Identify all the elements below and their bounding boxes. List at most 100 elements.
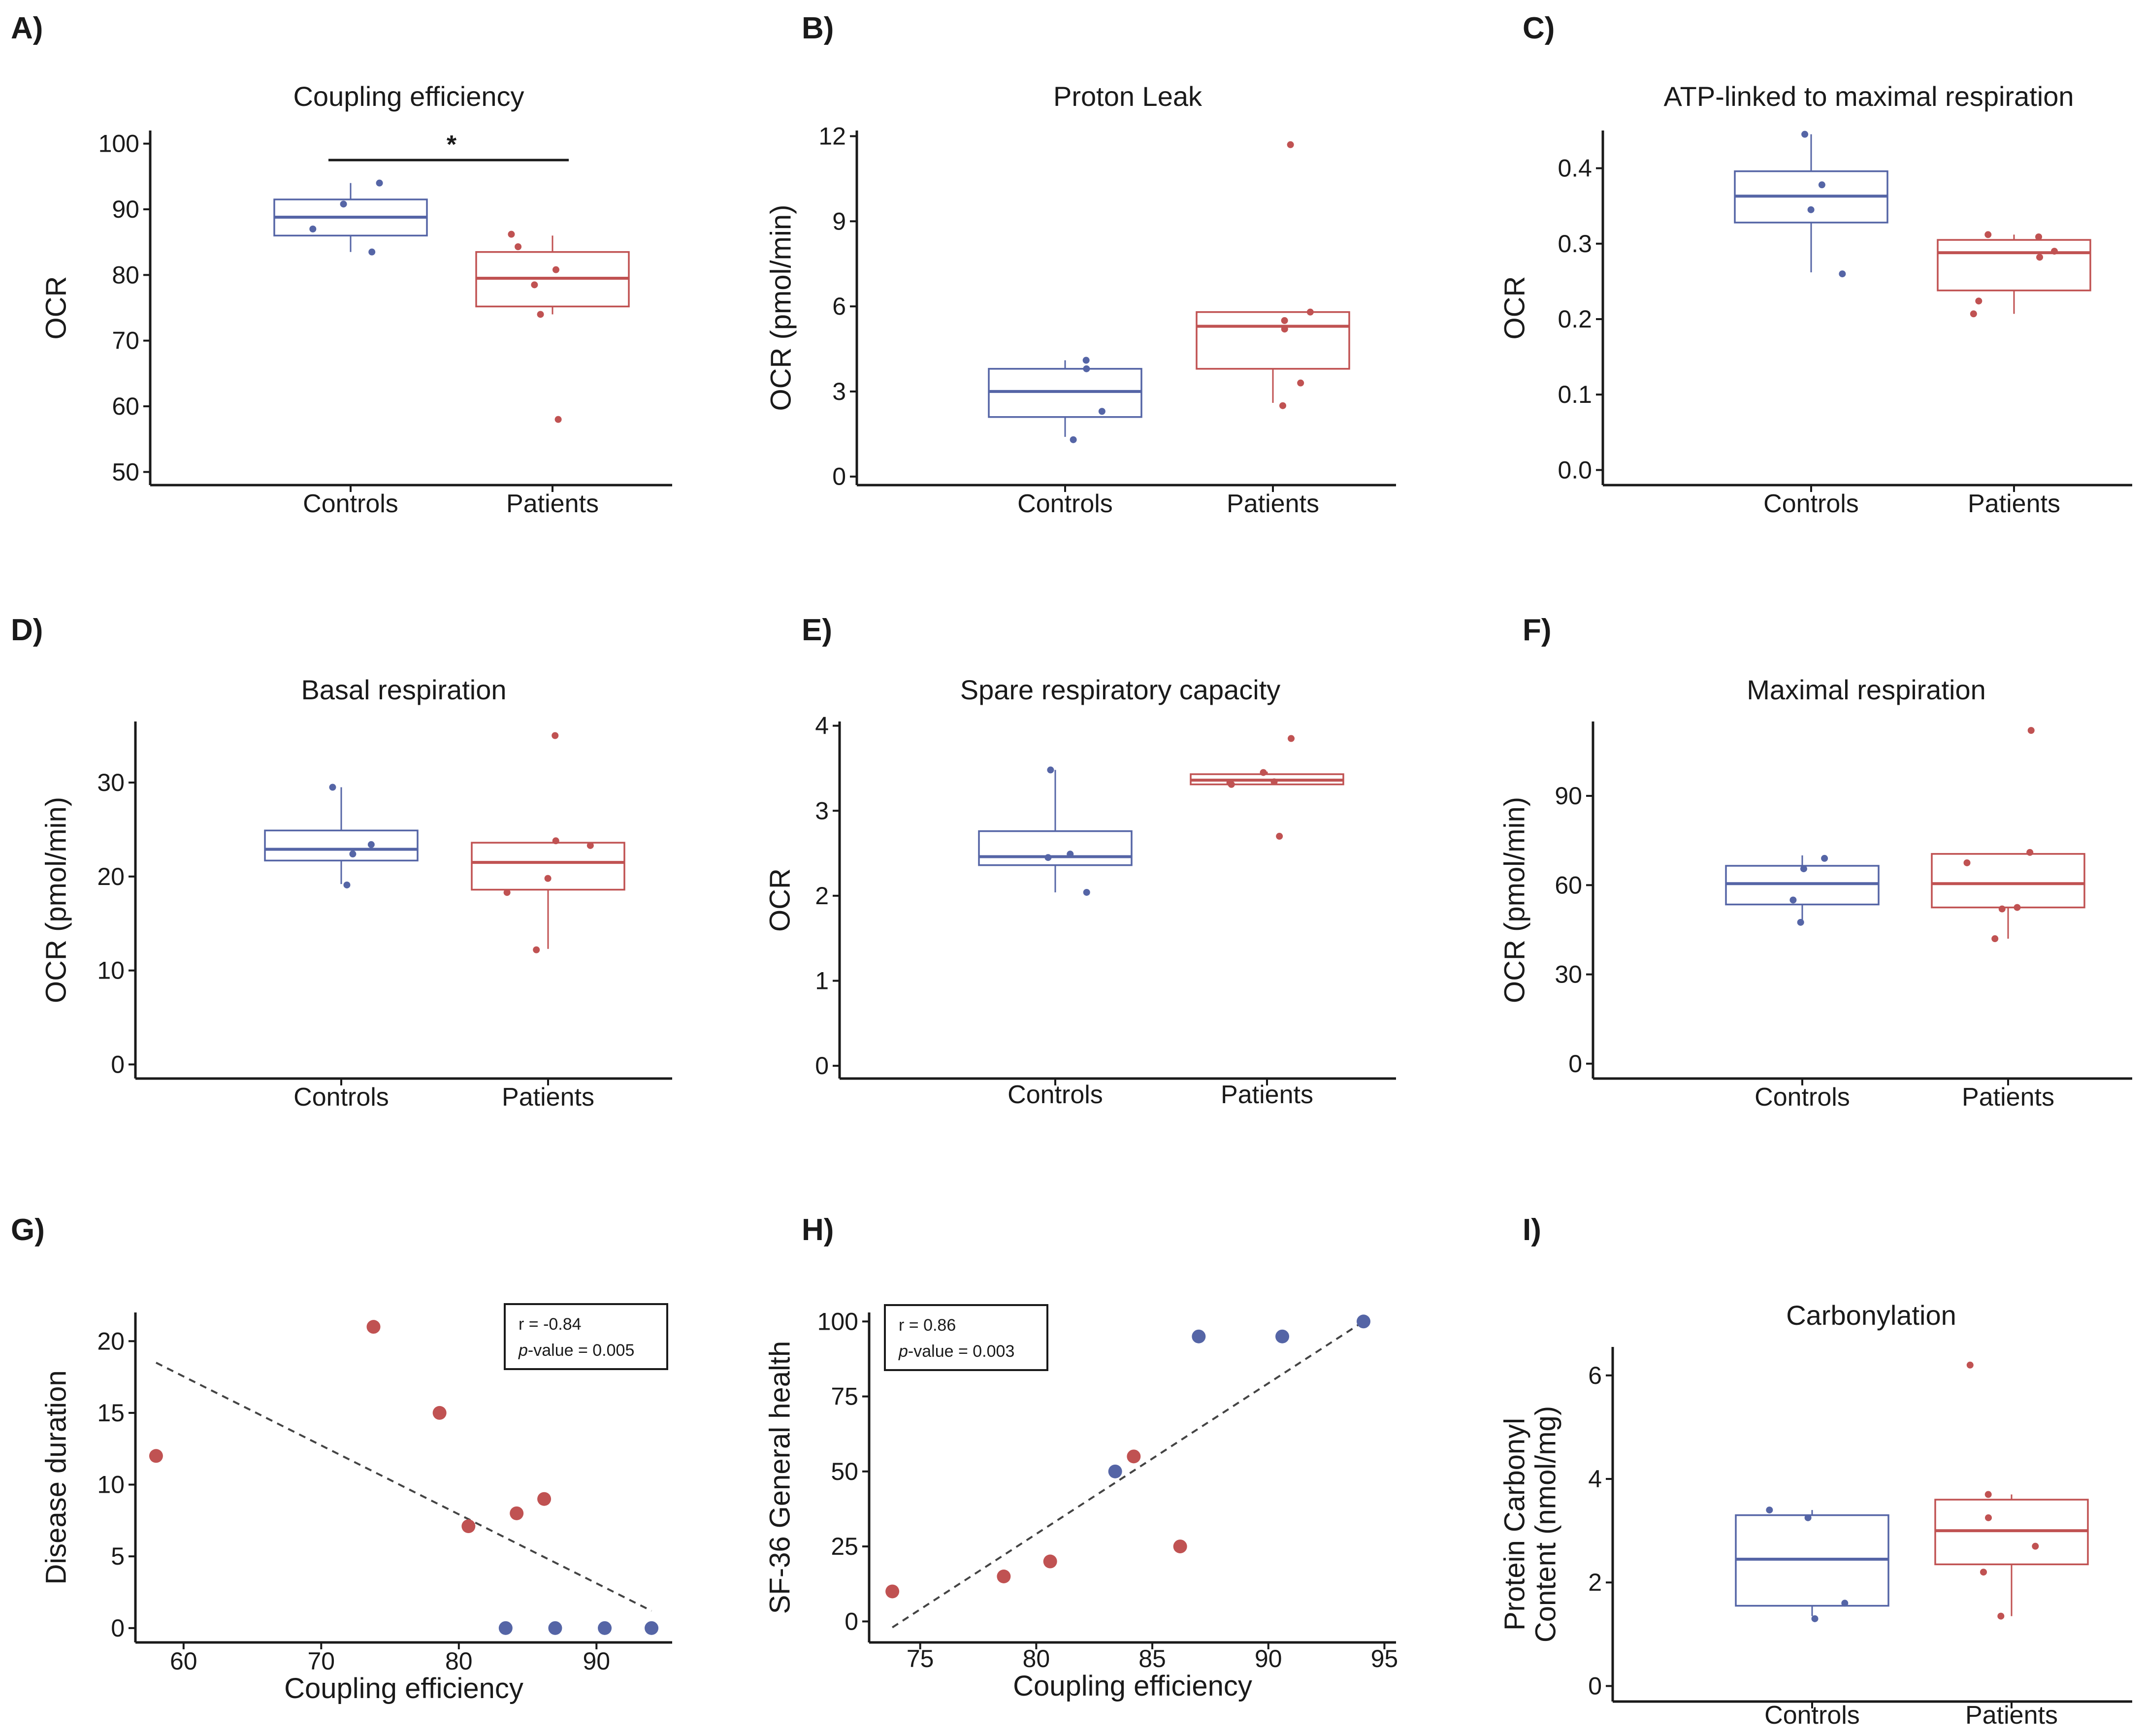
- chart-title: Spare respiratory capacity: [960, 674, 1281, 705]
- y-tick-label: 4: [815, 712, 829, 740]
- x-tick-label: 90: [583, 1647, 610, 1675]
- data-point: [1287, 141, 1294, 148]
- data-point: [1270, 778, 1278, 786]
- chart-panel-5: E)Spare respiratory capacity01234OCRCont…: [764, 613, 1396, 1109]
- data-point: [1807, 206, 1815, 213]
- x-tick-label: 90: [1255, 1645, 1282, 1672]
- scatter-point-controls: [598, 1621, 612, 1635]
- y-tick-label: 3: [832, 378, 846, 405]
- scatter-point-controls: [548, 1621, 562, 1635]
- data-point: [554, 416, 562, 423]
- x-tick-label: 75: [907, 1645, 934, 1672]
- y-axis-label: OCR (pmol/min): [765, 205, 797, 411]
- y-axis-label: OCR: [764, 868, 796, 932]
- scatter-point-patients: [510, 1506, 524, 1520]
- y-axis-label: OCR (pmol/min): [40, 797, 72, 1003]
- chart-title: Carbonylation: [1786, 1300, 1956, 1331]
- data-point: [1997, 1612, 2005, 1620]
- chart-panel-3: C) ATP-linked to maximal respiration 0.0 0.…: [1498, 11, 2132, 518]
- data-point: [1281, 317, 1288, 324]
- x-category-label: Controls: [293, 1083, 389, 1112]
- data-point: [515, 243, 522, 250]
- x-category-label: Controls: [1763, 490, 1859, 518]
- box-patients: [1931, 853, 2085, 909]
- box-patients: [1937, 239, 2091, 292]
- scatter-point-controls: [1108, 1464, 1122, 1478]
- x-axis-label: Coupling efficiency: [284, 1672, 523, 1704]
- data-point: [1984, 231, 1992, 238]
- data-point: [1226, 779, 1234, 786]
- box-patients: [471, 842, 625, 891]
- data-point: [2050, 248, 2058, 255]
- y-tick-label: 50: [831, 1458, 858, 1485]
- x-category-label: Patients: [506, 490, 599, 518]
- trend-line: [892, 1320, 1365, 1629]
- y-tick-label: 0: [845, 1607, 858, 1635]
- y-tick-label: 4: [1588, 1465, 1602, 1493]
- data-point: [2026, 849, 2034, 856]
- data-point: [2035, 233, 2043, 240]
- data-point: [309, 226, 317, 232]
- data-point: [1288, 735, 1295, 742]
- data-point: [1811, 1615, 1819, 1622]
- data-point: [552, 837, 559, 845]
- y-tick-label: 30: [97, 769, 125, 796]
- data-point: [1800, 865, 1807, 873]
- data-point: [1970, 310, 1977, 318]
- y-tick-label: 0.1: [1558, 381, 1592, 408]
- panel-label: C): [1523, 11, 1555, 45]
- panel-label: E): [802, 613, 832, 647]
- chart-title: Maximal respiration: [1747, 674, 1986, 705]
- scatter-point-patients: [1127, 1449, 1141, 1464]
- data-point: [1841, 1600, 1849, 1607]
- data-point: [533, 946, 540, 953]
- scatter-point-patients: [366, 1320, 381, 1334]
- x-category-label: Patients: [1968, 490, 2060, 518]
- y-tick-label: 25: [831, 1533, 858, 1560]
- p-value-text: p-value = 0.005: [518, 1341, 634, 1360]
- y-tick-label: 90: [1555, 782, 1582, 810]
- panel-label: H): [802, 1213, 834, 1247]
- y-tick-label: 10: [97, 957, 125, 984]
- panel-label: G): [11, 1213, 45, 1247]
- correlation-text: r = 0.86: [899, 1316, 956, 1335]
- data-point: [1279, 402, 1287, 409]
- y-axis-label: Content (nmol/mg): [1529, 1406, 1561, 1642]
- data-point: [1966, 1361, 1974, 1369]
- data-point: [1047, 766, 1054, 774]
- y-tick-label: 0.0: [1558, 456, 1592, 484]
- chart-panel-6: F) Maximal respiration 0 30 60 90 OCR (pmol/mi…: [1498, 613, 2132, 1112]
- data-point: [2014, 904, 2021, 911]
- data-point: [367, 841, 375, 848]
- data-point: [1839, 270, 1846, 278]
- box-controls: [264, 829, 419, 862]
- y-axis-label: SF-36 General health: [764, 1341, 796, 1614]
- data-point: [1281, 326, 1288, 333]
- y-tick-label: 50: [112, 458, 139, 486]
- significance-label: *: [447, 131, 457, 159]
- x-category-label: Patients: [1227, 490, 1319, 518]
- y-tick-label: 0: [111, 1614, 125, 1642]
- y-tick-label: 1: [815, 967, 829, 994]
- y-tick-label: 60: [1555, 871, 1582, 899]
- data-point: [1804, 1514, 1812, 1521]
- chart-title: Basal respiration: [301, 674, 506, 705]
- panel-label: F): [1523, 613, 1552, 647]
- y-tick-label: 10: [97, 1471, 125, 1499]
- x-category-label: Controls: [303, 490, 398, 518]
- data-point: [1083, 365, 1090, 372]
- stats-box: [884, 1304, 1048, 1371]
- y-tick-label: 0: [1588, 1672, 1602, 1700]
- data-point: [1789, 896, 1797, 904]
- y-tick-label: 0: [815, 1052, 829, 1080]
- chart-panel-8: H) 0 25 50 75 100 SF-36 General health 75 80 85 90…: [764, 1213, 1398, 1702]
- chart-panel-9: I) Carbonylation 0 2 4 6 Protein CarbonylConte…: [1498, 1213, 2132, 1730]
- data-point: [1067, 851, 1074, 858]
- y-tick-label: 80: [112, 261, 139, 289]
- chart-title: ATP-linked to maximal respiration: [1663, 81, 2074, 112]
- y-tick-label: 0: [111, 1050, 125, 1078]
- x-tick-label: 80: [445, 1647, 473, 1675]
- y-tick-label: 90: [112, 196, 139, 223]
- scatter-point-controls: [1357, 1314, 1371, 1329]
- y-tick-label: 100: [817, 1308, 858, 1335]
